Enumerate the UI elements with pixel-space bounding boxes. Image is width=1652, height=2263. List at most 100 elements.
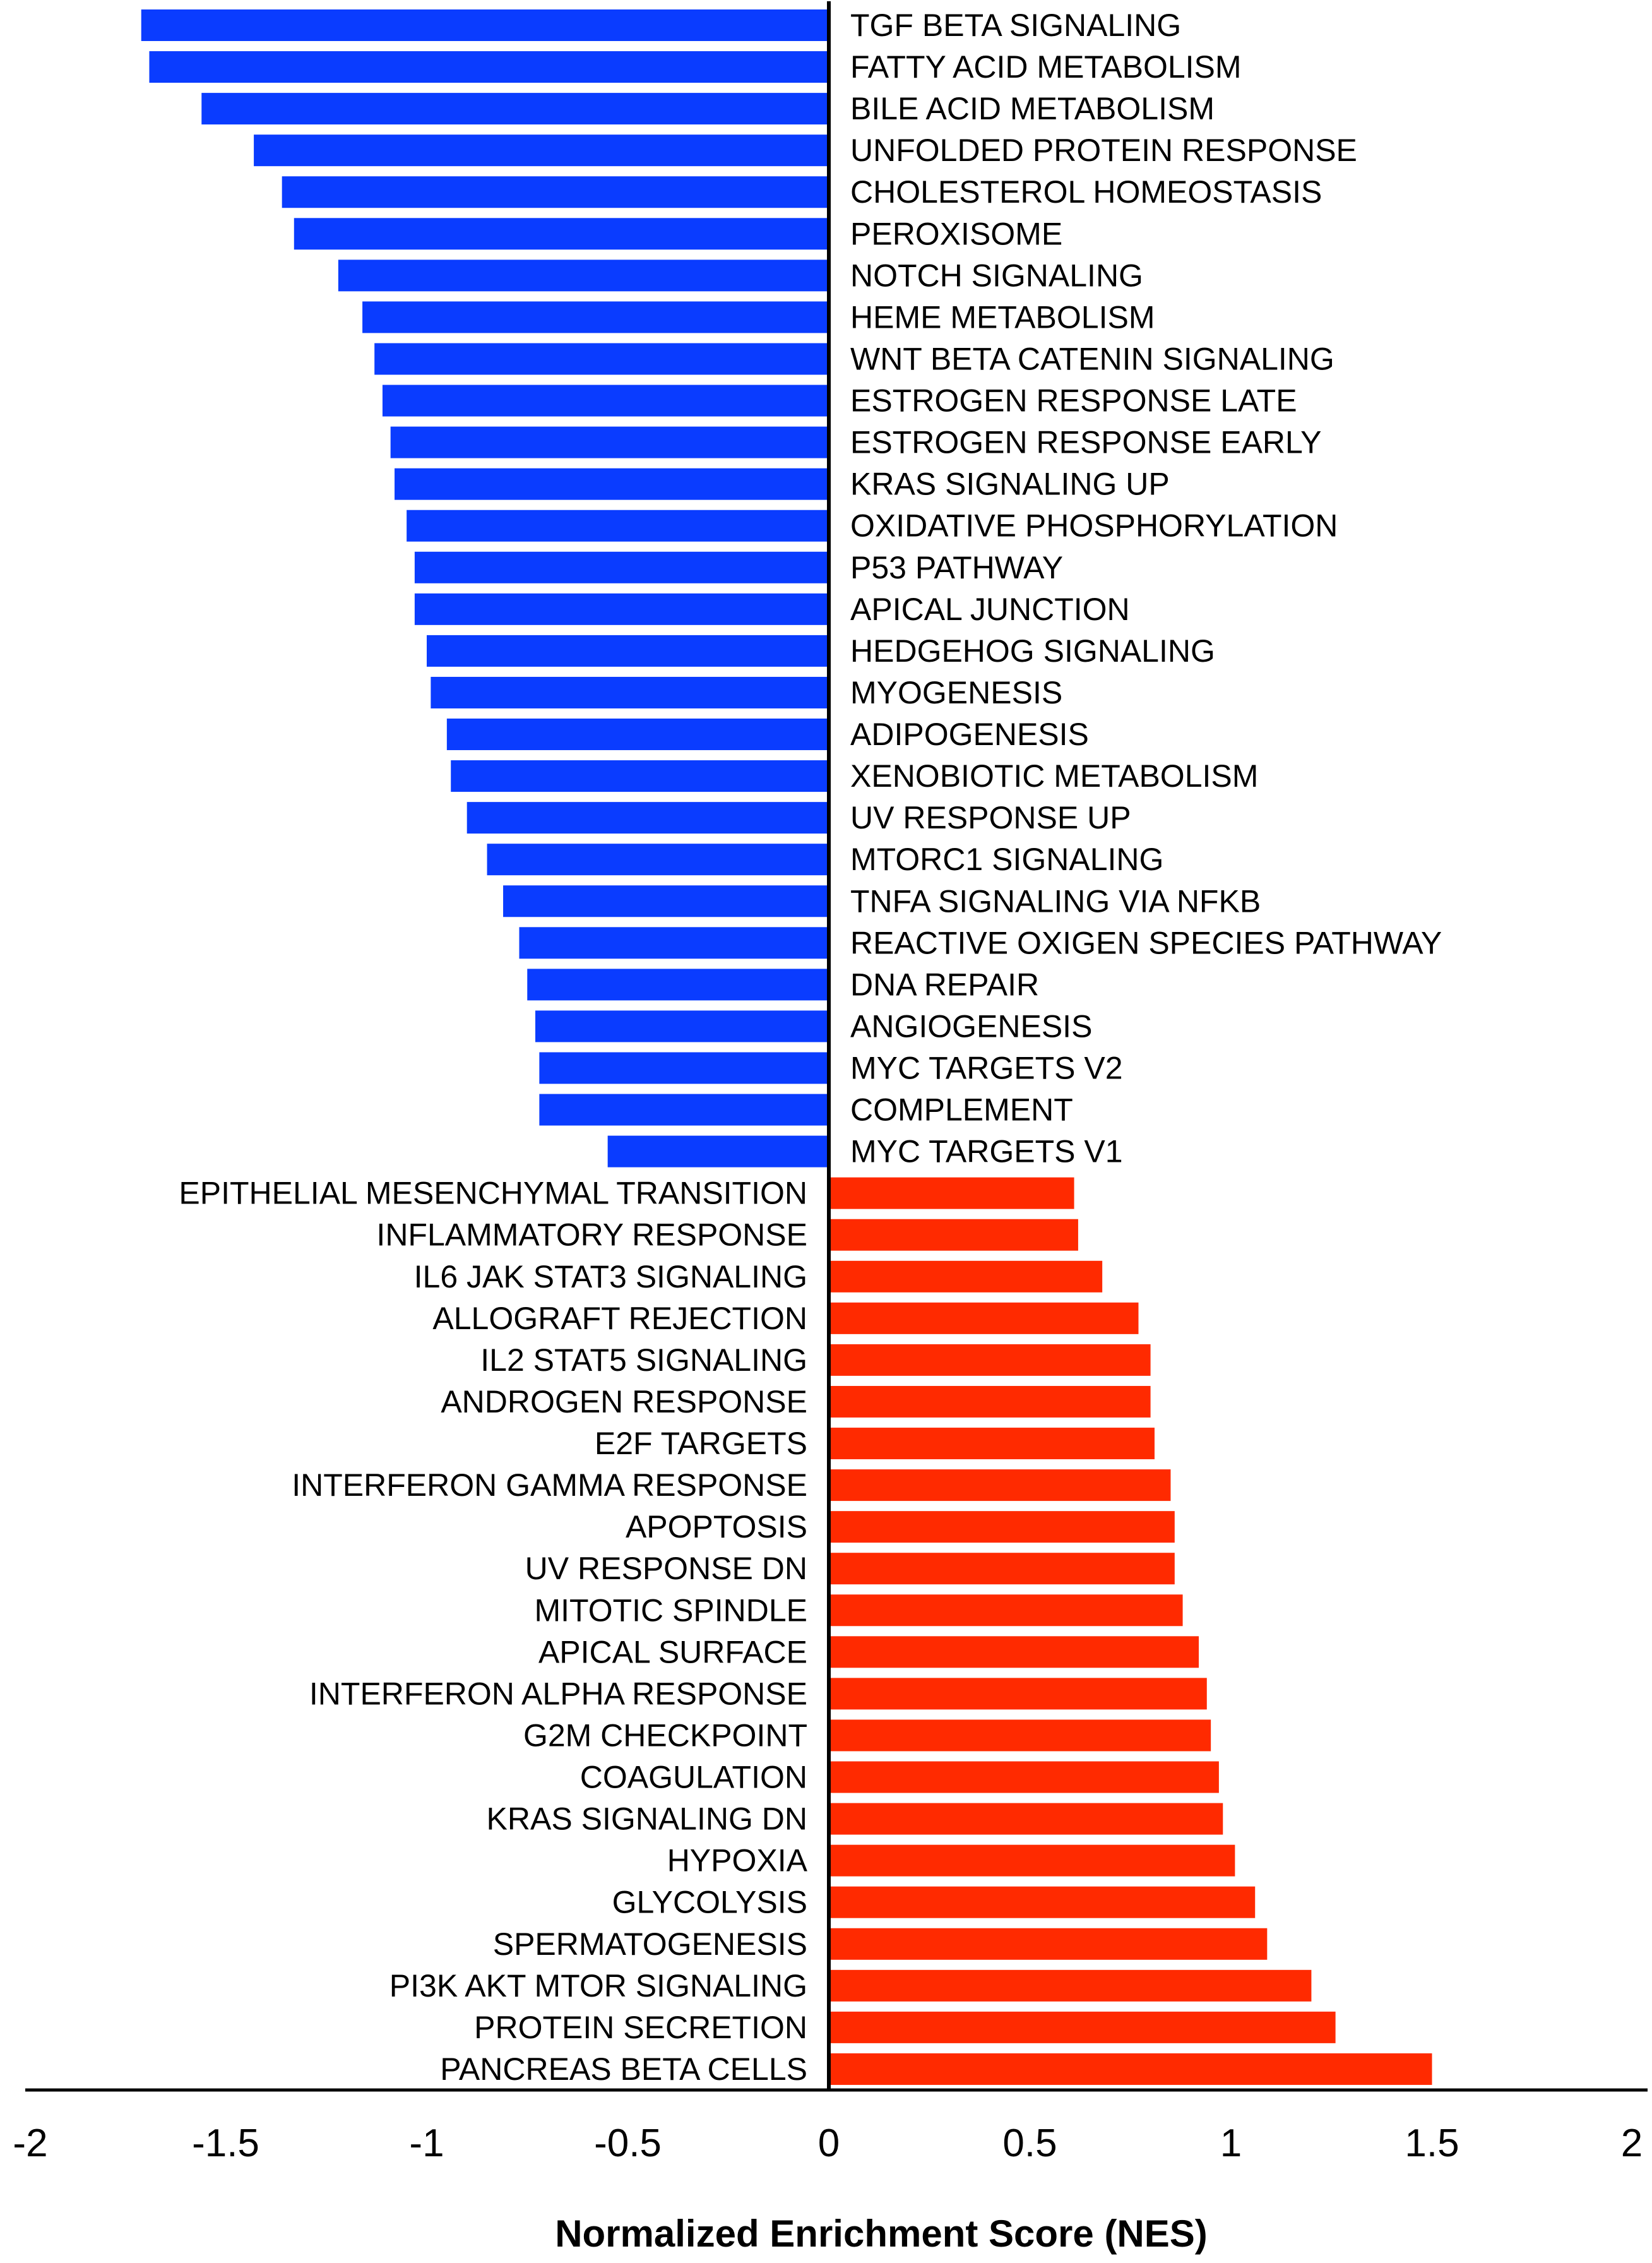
category-label: IL2 STAT5 SIGNALING <box>480 1342 807 1378</box>
category-label: PROTEIN SECRETION <box>474 2010 807 2045</box>
bar-estrogen-response-early <box>390 426 829 458</box>
bar-epithelial-mesenchymal-transition <box>829 1177 1074 1209</box>
x-tick-label: 1.5 <box>1405 2122 1459 2165</box>
category-label: INTERFERON ALPHA RESPONSE <box>309 1676 807 1711</box>
category-label: PANCREAS BETA CELLS <box>440 2051 807 2087</box>
category-label: APICAL JUNCTION <box>850 592 1130 627</box>
category-label: UNFOLDED PROTEIN RESPONSE <box>850 133 1357 168</box>
bar-adipogenesis <box>446 719 829 751</box>
bar-peroxisome <box>294 218 829 250</box>
bar-dna-repair <box>527 969 829 1001</box>
category-label: G2M CHECKPOINT <box>523 1717 807 1753</box>
category-labels: TGF BETA SIGNALING FATTY ACID METABOLISM B… <box>179 8 1442 2087</box>
category-label: COAGULATION <box>580 1760 807 1795</box>
bar-pi3k-akt-mtor-signaling <box>829 1969 1312 2002</box>
x-tick-label: -1.5 <box>192 2122 259 2165</box>
bar-mtorc1-signaling <box>487 844 829 876</box>
bar-uv-response-dn <box>829 1553 1175 1585</box>
category-label: ANDROGEN RESPONSE <box>441 1384 807 1419</box>
bar-pancreas-beta-cells <box>829 2053 1432 2085</box>
bar-e2f-targets <box>829 1428 1155 1460</box>
category-label: MYC TARGETS V2 <box>850 1051 1123 1086</box>
category-label: XENOBIOTIC METABOLISM <box>850 758 1258 794</box>
x-tick-label: 0 <box>818 2122 840 2165</box>
bar-il2-stat5-signaling <box>829 1344 1151 1376</box>
bar-coagulation <box>829 1761 1219 1793</box>
bar-androgen-response <box>829 1385 1151 1418</box>
bar-heme-metabolism <box>362 301 829 333</box>
bars-layer <box>141 9 1432 2085</box>
bar-cholesterol-homeostasis <box>282 176 829 208</box>
bar-kras-signaling-dn <box>829 1803 1223 1835</box>
bar-kras-signaling-up <box>395 468 829 500</box>
category-label: TNFA SIGNALING VIA NFKB <box>850 883 1261 919</box>
category-label: TGF BETA SIGNALING <box>850 8 1181 43</box>
bar-myc-targets-v2 <box>539 1052 829 1084</box>
bar-uv-response-up <box>466 802 829 834</box>
bar-tnfa-signaling-via-nfkb <box>503 885 829 917</box>
category-label: E2F TARGETS <box>595 1426 807 1461</box>
x-tick-label: 2 <box>1621 2122 1643 2165</box>
x-axis-title: Normalized Enrichment Score (NES) <box>555 2212 1208 2255</box>
category-label: PEROXISOME <box>850 216 1062 251</box>
bar-complement <box>539 1094 829 1126</box>
category-label: ESTROGEN RESPONSE LATE <box>850 383 1297 419</box>
bar-bile-acid-metabolism <box>201 93 829 125</box>
bar-oxidative-phosphorylation <box>407 510 829 542</box>
bar-tgf-beta-signaling <box>141 9 829 41</box>
category-label: ALLOGRAFT REJECTION <box>432 1301 807 1336</box>
bar-apoptosis <box>829 1511 1175 1543</box>
category-label: CHOLESTEROL HOMEOSTASIS <box>850 174 1322 210</box>
category-label: ESTROGEN RESPONSE EARLY <box>850 425 1321 460</box>
x-tick-label: -2 <box>13 2122 47 2165</box>
bar-apical-surface <box>829 1636 1199 1668</box>
x-tick-label: -0.5 <box>594 2122 662 2165</box>
category-label: COMPLEMENT <box>850 1092 1073 1128</box>
category-label: OXIDATIVE PHOSPHORYLATION <box>850 508 1338 544</box>
category-label: INFLAMMATORY RESPONSE <box>376 1217 807 1253</box>
category-label: UV RESPONSE UP <box>850 800 1131 835</box>
bar-g2m-checkpoint <box>829 1719 1211 1752</box>
x-tick-labels: -2 -1.5 -1 -0.5 0 0.5 1 1.5 2 <box>13 2122 1643 2165</box>
bar-interferon-gamma-response <box>829 1469 1171 1502</box>
category-label: HEDGEHOG SIGNALING <box>850 633 1215 669</box>
x-tick-label: -1 <box>409 2122 444 2165</box>
category-label: APICAL SURFACE <box>538 1634 807 1669</box>
category-label: PI3K AKT MTOR SIGNALING <box>389 1968 807 2003</box>
bar-allograft-rejection <box>829 1302 1139 1334</box>
bar-apical-junction <box>414 593 829 625</box>
bar-reactive-oxigen-species-pathway <box>519 927 829 959</box>
bar-glycolysis <box>829 1886 1256 1918</box>
category-label: ANGIOGENESIS <box>850 1008 1092 1044</box>
bar-myogenesis <box>431 676 829 708</box>
category-label: ADIPOGENESIS <box>850 717 1089 752</box>
category-label: MTORC1 SIGNALING <box>850 842 1163 877</box>
category-label: FATTY ACID METABOLISM <box>850 49 1242 85</box>
category-label: MYC TARGETS V1 <box>850 1134 1123 1169</box>
bar-xenobiotic-metabolism <box>451 760 829 792</box>
bar-angiogenesis <box>535 1010 829 1042</box>
bar-estrogen-response-late <box>382 385 829 417</box>
bar-notch-signaling <box>338 260 829 292</box>
bar-spermatogenesis <box>829 1928 1268 1960</box>
bar-hypoxia <box>829 1844 1235 1877</box>
bar-hedgehog-signaling <box>427 635 829 667</box>
bar-interferon-alpha-response <box>829 1678 1207 1710</box>
category-label: DNA REPAIR <box>850 967 1039 1002</box>
category-label: INTERFERON GAMMA RESPONSE <box>292 1467 807 1503</box>
bar-unfolded-protein-response <box>254 134 829 167</box>
category-label: P53 PATHWAY <box>850 550 1063 585</box>
category-label: MYOGENESIS <box>850 675 1062 710</box>
category-label: IL6 JAK STAT3 SIGNALING <box>414 1259 807 1294</box>
category-label: MITOTIC SPINDLE <box>535 1592 807 1628</box>
bar-p53-pathway <box>414 551 829 583</box>
category-label: NOTCH SIGNALING <box>850 258 1143 293</box>
x-tick-label: 0.5 <box>1002 2122 1057 2165</box>
category-label: UV RESPONSE DN <box>525 1551 807 1586</box>
category-label: BILE ACID METABOLISM <box>850 91 1215 126</box>
category-label: SPERMATOGENESIS <box>493 1926 807 1962</box>
category-label: WNT BETA CATENIN SIGNALING <box>850 341 1334 376</box>
bar-myc-targets-v1 <box>607 1135 829 1167</box>
